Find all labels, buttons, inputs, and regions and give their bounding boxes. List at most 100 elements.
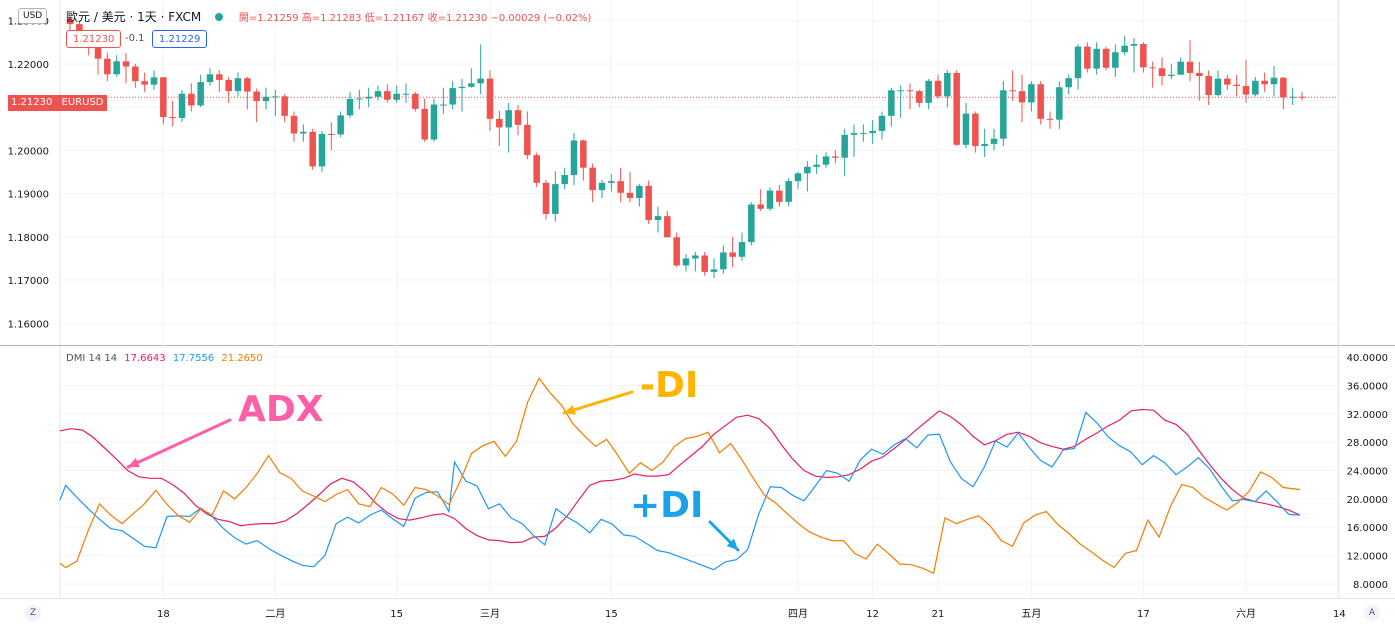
candle — [122, 53, 130, 84]
candle — [412, 92, 419, 112]
zoom-auto-button[interactable]: Z — [25, 605, 41, 621]
candle — [1140, 42, 1147, 73]
symbol-title[interactable]: 歐元 / 美元 · 1天 · FXCM — [66, 10, 202, 24]
time-tick-label: 三月 — [480, 608, 500, 620]
candle — [636, 184, 643, 207]
dmi-tick-label: 16.0000 — [1347, 523, 1388, 534]
candle — [766, 187, 774, 211]
price-tick-label: 1.16000 — [8, 319, 49, 330]
auto-scale-button[interactable]: A — [1364, 605, 1380, 621]
candle-body — [514, 110, 522, 125]
candle — [804, 161, 811, 192]
buy-price-button[interactable]: 1.21229 — [152, 30, 208, 48]
candle — [598, 179, 606, 198]
candle — [1233, 74, 1240, 97]
candle-body — [785, 181, 792, 202]
candle — [225, 76, 232, 103]
candle — [421, 98, 428, 142]
candle-body — [1289, 96, 1296, 98]
candle — [1289, 87, 1296, 105]
price-tag: 1.21230 EURUSD — [8, 95, 107, 111]
status-dot-icon — [215, 13, 224, 21]
candle-body — [1009, 90, 1016, 92]
adx-line — [59, 408, 1301, 544]
candle-body — [748, 204, 755, 243]
candle — [925, 79, 932, 110]
currency-badge[interactable]: USD — [18, 8, 48, 24]
candle — [654, 206, 662, 233]
price-tick-label: 1.19000 — [8, 190, 49, 201]
candle-body — [253, 91, 260, 102]
candle — [757, 189, 764, 211]
candle-body — [300, 131, 307, 134]
candle — [477, 44, 484, 95]
candle-body — [318, 133, 326, 167]
dmi-series — [59, 377, 1301, 575]
candle — [505, 102, 512, 153]
candle-body — [1074, 46, 1082, 79]
sell-price-button[interactable]: 1.21230 — [66, 30, 122, 48]
candle — [178, 89, 186, 123]
candle — [384, 84, 391, 103]
candle-body — [822, 156, 830, 165]
time-tick-label: 15 — [390, 609, 403, 620]
candle — [318, 130, 326, 173]
candle-body — [860, 133, 867, 135]
candle-body — [710, 269, 718, 272]
time-tick-label: 17 — [1137, 609, 1150, 620]
candle — [300, 124, 307, 142]
candle-body — [1046, 118, 1054, 120]
candle — [878, 111, 886, 140]
candle — [701, 252, 708, 276]
candle — [682, 254, 690, 272]
time-tick-label: 四月 — [788, 608, 808, 620]
candle-body — [953, 72, 960, 145]
candle-body — [972, 113, 979, 147]
candle-body — [580, 140, 587, 168]
spread-value: -0.1 — [125, 33, 145, 44]
candle-body — [421, 108, 428, 140]
candle — [141, 72, 148, 93]
candle-body — [776, 190, 783, 202]
adx-arrow-shaft — [126, 418, 232, 469]
candle — [1130, 37, 1138, 73]
candle-body — [430, 104, 438, 140]
candle — [860, 124, 867, 142]
candle-body — [1028, 84, 1035, 103]
candle — [1177, 57, 1184, 75]
candle-body — [729, 252, 736, 257]
dmi-legend[interactable]: DMI 14 14 17.6643 17.7556 21.2650 — [66, 353, 263, 364]
candle-body — [468, 83, 475, 87]
candle — [1158, 57, 1166, 86]
candle — [888, 87, 895, 127]
candle-body — [505, 110, 512, 128]
candle-body — [720, 252, 727, 270]
candle-body — [766, 190, 774, 209]
candle — [244, 76, 251, 110]
candle — [346, 92, 354, 118]
candle-body — [1158, 68, 1166, 77]
candle — [710, 258, 718, 278]
candle-body — [1214, 78, 1222, 96]
candle — [216, 70, 223, 93]
candle — [916, 89, 923, 108]
candle-body — [1000, 90, 1007, 139]
candle-body — [216, 74, 223, 80]
candle — [832, 150, 839, 164]
candle — [430, 98, 438, 142]
dmi-legend-minus-di: 21.2650 — [221, 353, 263, 364]
candle-body — [225, 79, 232, 92]
price-tick-label: 1.18000 — [8, 233, 49, 244]
candle-body — [206, 74, 214, 83]
candle-body — [1205, 76, 1212, 96]
candle-body — [1121, 45, 1128, 53]
candle-body — [794, 173, 802, 182]
candle-body — [645, 185, 652, 221]
candle — [1102, 46, 1110, 71]
dmi-legend-adx: 17.6643 — [124, 353, 166, 364]
candle — [206, 68, 214, 86]
candle-body — [1224, 78, 1231, 85]
candle — [1074, 44, 1082, 90]
candle — [1009, 70, 1016, 101]
